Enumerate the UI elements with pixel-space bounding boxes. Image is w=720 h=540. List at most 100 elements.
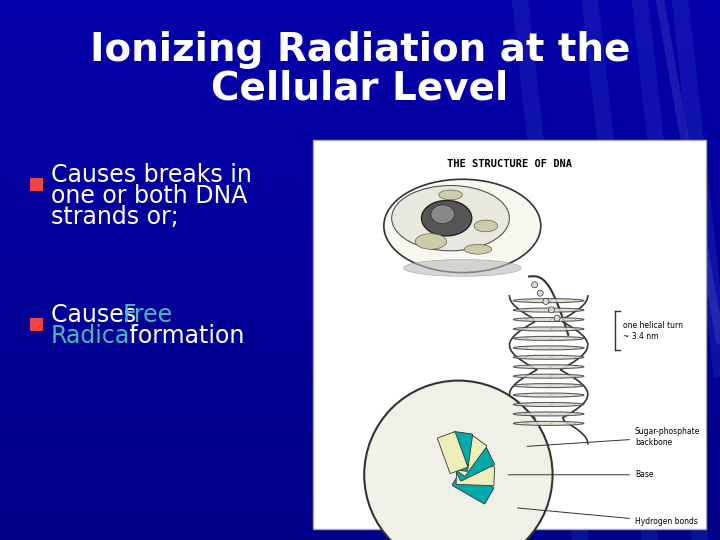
Bar (0, 296, 720, 297)
Bar (0, 169, 720, 170)
Bar (0, 243, 720, 244)
Bar (0, 130, 720, 131)
Bar (0, 241, 720, 242)
Bar (0, 311, 720, 312)
FancyBboxPatch shape (449, 431, 472, 471)
Bar (0, 227, 720, 228)
Bar (0, 520, 720, 521)
Bar (0, 527, 720, 528)
Bar (0, 77, 720, 78)
Bar (0, 238, 720, 239)
Bar (0, 128, 720, 129)
Bar (0, 283, 720, 284)
Bar (0, 427, 720, 428)
Bar (0, 81, 720, 82)
Bar (0, 411, 720, 412)
Bar (0, 16, 720, 17)
Bar (0, 473, 720, 474)
Bar (0, 203, 720, 204)
Bar (0, 237, 720, 238)
Ellipse shape (438, 190, 462, 200)
Bar (0, 27, 720, 28)
Bar (0, 437, 720, 438)
Bar (0, 499, 720, 500)
Bar (0, 137, 720, 138)
Bar (0, 24, 720, 25)
Bar (0, 143, 720, 144)
Bar (0, 34, 720, 35)
Bar (0, 264, 720, 265)
Bar (0, 79, 720, 80)
Bar (0, 1, 720, 2)
Bar (0, 21, 720, 22)
Bar (0, 177, 720, 178)
Bar (0, 116, 720, 117)
Bar (30, 318, 43, 331)
Bar (0, 375, 720, 376)
Bar (0, 252, 720, 253)
Bar (0, 402, 720, 403)
Bar (0, 110, 720, 111)
Bar (0, 224, 720, 225)
Bar (0, 48, 720, 49)
Bar (0, 323, 720, 324)
Bar (0, 370, 720, 371)
Bar (0, 340, 720, 341)
Bar (0, 431, 720, 432)
Bar (0, 132, 720, 133)
Bar (0, 158, 720, 159)
Bar (0, 182, 720, 183)
Bar (0, 55, 720, 56)
Bar (0, 510, 720, 511)
Bar (0, 10, 720, 11)
Bar (0, 259, 720, 260)
Bar (0, 367, 720, 368)
Bar (0, 0, 720, 1)
Bar (0, 337, 720, 338)
Bar (0, 8, 720, 9)
Bar (0, 446, 720, 447)
Bar (0, 349, 720, 350)
Bar (0, 206, 720, 207)
Bar (0, 502, 720, 503)
Circle shape (537, 290, 543, 296)
Bar (0, 140, 720, 141)
Bar (0, 272, 720, 273)
Bar (0, 302, 720, 303)
Bar (0, 273, 720, 274)
Bar (0, 255, 720, 256)
Bar (0, 213, 720, 214)
Bar (0, 475, 720, 476)
Bar (0, 39, 720, 40)
Bar (0, 13, 720, 14)
Bar (0, 242, 720, 243)
Bar (0, 332, 720, 333)
Bar (0, 497, 720, 498)
Bar (0, 486, 720, 487)
Bar (0, 146, 720, 147)
Bar (0, 51, 720, 52)
Bar (0, 524, 720, 525)
Text: strands or;: strands or; (51, 205, 179, 229)
Bar (0, 67, 720, 68)
Bar (0, 189, 720, 190)
Bar (0, 366, 720, 367)
Bar (0, 387, 720, 388)
Bar (0, 356, 720, 357)
FancyBboxPatch shape (452, 469, 494, 504)
Bar (0, 155, 720, 156)
Bar (0, 266, 720, 267)
Bar (0, 313, 720, 314)
Bar (0, 72, 720, 73)
Bar (0, 96, 720, 97)
Text: Radical: Radical (51, 324, 137, 348)
Bar (0, 49, 720, 50)
Bar (0, 307, 720, 308)
Bar (0, 456, 720, 457)
Bar (0, 503, 720, 504)
Bar (0, 74, 720, 75)
Bar (0, 400, 720, 401)
Bar (0, 210, 720, 211)
Bar (0, 125, 720, 126)
Bar (0, 336, 720, 337)
